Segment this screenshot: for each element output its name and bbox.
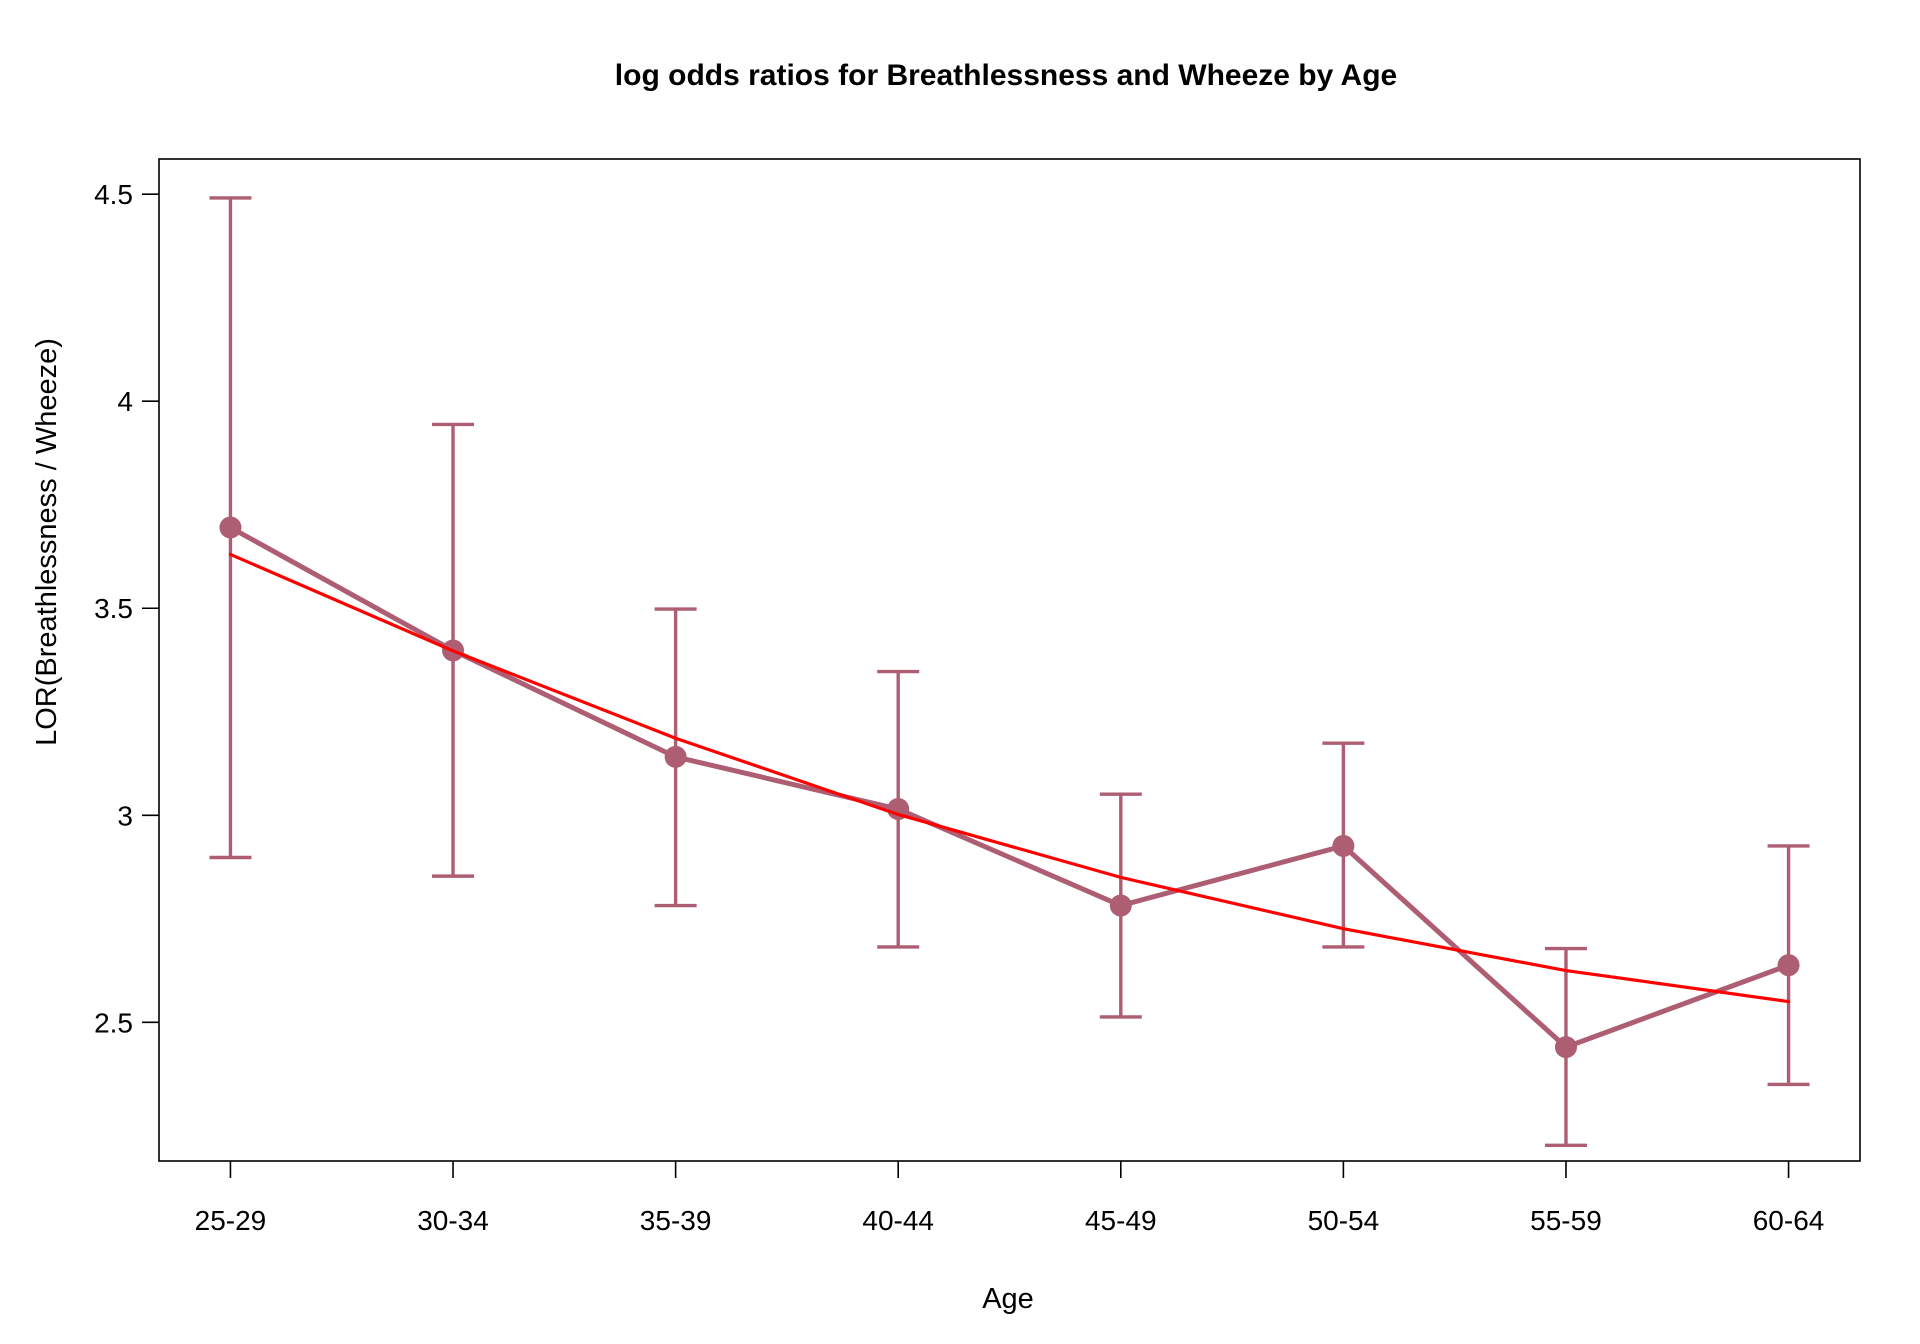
trend-line: [228, 552, 1791, 1004]
series-layer: [209, 196, 1810, 1147]
series-line: [227, 525, 1792, 1050]
y-tick-label: 4.5: [94, 179, 133, 210]
y-tick-label: 4: [117, 386, 133, 417]
y-tick-label: 3: [117, 800, 133, 831]
x-tick-label: 40-44: [862, 1205, 934, 1236]
data-point: [1554, 1036, 1577, 1059]
x-tick-label: 35-39: [640, 1205, 712, 1236]
data-point: [1109, 894, 1132, 917]
plot-area-frame: [158, 158, 1861, 1162]
y-tick-label: 3.5: [94, 593, 133, 624]
series-1: [228, 552, 1791, 1004]
x-axis: 25-29 30-34 35-39 40-44 45-49 50-54 55-59 60-64: [195, 1161, 1825, 1236]
chart-title: log odds ratios for Breathlessness and W…: [615, 59, 1397, 92]
y-tick-label: 2.5: [94, 1007, 133, 1038]
data-point: [1332, 834, 1355, 857]
x-tick-label: 25-29: [195, 1205, 267, 1236]
x-tick-label: 30-34: [417, 1205, 489, 1236]
x-tick-label: 50-54: [1308, 1205, 1380, 1236]
x-axis-label: Age: [982, 1283, 1034, 1315]
data-point: [219, 516, 242, 539]
series-0: [209, 196, 1810, 1147]
y-axis-label: LOR(Breathlessness / Wheeze): [31, 338, 63, 746]
x-tick-label: 55-59: [1530, 1205, 1602, 1236]
x-tick-label: 60-64: [1753, 1205, 1825, 1236]
data-point: [1777, 954, 1800, 977]
y-axis: 2.5 3 3.5 4 4.5: [94, 179, 159, 1038]
x-tick-label: 45-49: [1085, 1205, 1157, 1236]
data-point: [664, 745, 687, 768]
